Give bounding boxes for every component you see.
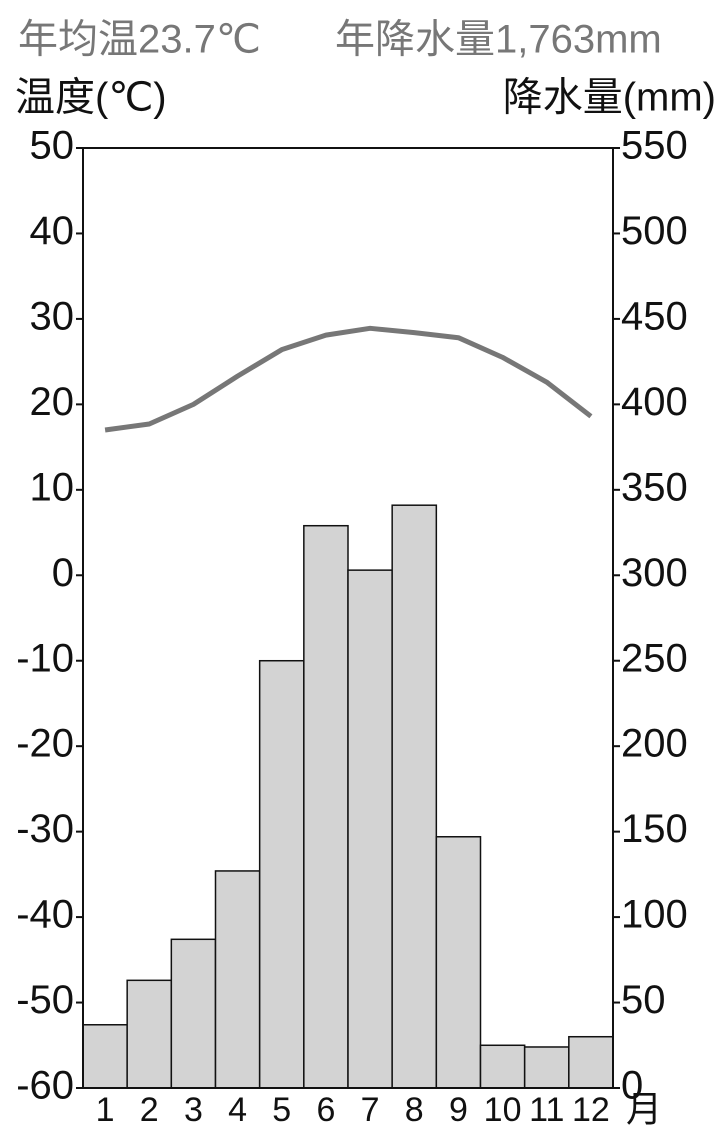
- plot-frame: [82, 147, 614, 1089]
- bar: [82, 1024, 128, 1089]
- bar: [523, 1046, 570, 1089]
- y-tick-label: 20: [30, 380, 75, 424]
- bar: [214, 870, 261, 1089]
- bar: [568, 1035, 614, 1089]
- x-tick-label: 1: [96, 1091, 115, 1129]
- y-tick-label: 50: [30, 124, 75, 168]
- x-tick-label: 7: [361, 1091, 380, 1129]
- x-tick-label: 10: [484, 1091, 522, 1129]
- y-tick-label: 40: [30, 209, 75, 253]
- temperature-line: [104, 325, 593, 433]
- y2-tick-label: 100: [621, 893, 688, 937]
- y2-tick-label: 250: [621, 636, 688, 680]
- chart-subtitle: 年降水量1,763mm: [335, 18, 662, 62]
- x-axis-label: 月: [626, 1089, 662, 1130]
- bar: [258, 659, 305, 1089]
- y2-tick-label: 50: [621, 978, 666, 1022]
- x-tick-label: 6: [316, 1091, 335, 1129]
- y-tick-label: -40: [16, 893, 74, 937]
- x-tick-label: 12: [572, 1091, 610, 1129]
- y-tick-label: -20: [16, 722, 74, 766]
- y-tick-label: 0: [52, 551, 74, 595]
- y-tick-label: -30: [16, 807, 74, 851]
- y2-tick-label: 0: [621, 1064, 643, 1108]
- y2-tick-label: 350: [621, 465, 688, 509]
- y2-tick-label: 400: [621, 380, 688, 424]
- bar: [479, 1044, 526, 1089]
- x-tick-label: 8: [405, 1091, 424, 1129]
- x-tick-label: 4: [228, 1091, 247, 1129]
- y-axis-label: 温度(℃): [15, 76, 167, 120]
- y-tick-label: -60: [16, 1064, 74, 1108]
- bar: [435, 836, 482, 1089]
- x-tick-label: 2: [140, 1091, 159, 1129]
- bar: [170, 938, 217, 1089]
- y2-tick-label: 550: [621, 124, 688, 168]
- x-tick-label: 11: [529, 1091, 564, 1129]
- y2-tick-label: 200: [621, 722, 688, 766]
- y-tick-label: -10: [16, 636, 74, 680]
- bar: [391, 504, 438, 1089]
- y2-tick-label: 450: [621, 294, 688, 338]
- bar: [347, 569, 393, 1089]
- x-tick-label: 9: [449, 1091, 468, 1129]
- y2-axis-label: 降水量(mm): [503, 76, 716, 120]
- bar: [303, 524, 349, 1089]
- y-tick-label: -50: [16, 978, 74, 1022]
- y2-tick-label: 500: [621, 209, 688, 253]
- chart-title: 年均温23.7℃: [18, 18, 261, 62]
- x-tick-label: 5: [272, 1091, 291, 1129]
- y2-tick-label: 150: [621, 807, 688, 851]
- y-tick-label: 10: [30, 465, 75, 509]
- y-tick-label: 30: [30, 294, 75, 338]
- x-tick-label: 3: [184, 1091, 203, 1129]
- y2-tick-label: 300: [621, 551, 688, 595]
- bar: [126, 979, 173, 1089]
